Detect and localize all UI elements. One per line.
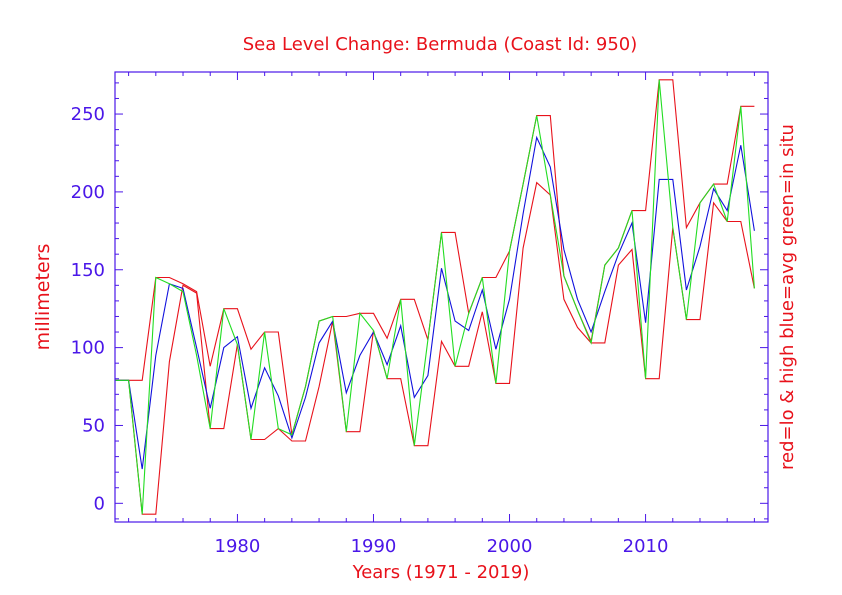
legend-label: red=lo & high blue=avg green=in situ	[777, 124, 798, 470]
y-tick-label: 250	[71, 104, 105, 125]
x-tick-label: 2010	[623, 536, 669, 557]
series-line-average	[115, 135, 755, 470]
series-line-high	[115, 79, 755, 435]
tick-layer: 1980 1990 2000 2010 0 50 100 150 200 250	[71, 72, 768, 557]
series-layer	[115, 79, 755, 515]
y-tick-label: 50	[82, 415, 105, 436]
x-tick-label: 2000	[487, 536, 533, 557]
x-axis-label: Years (1971 - 2019)	[352, 562, 530, 583]
y-axis-label: millimeters	[32, 244, 54, 351]
series-line-low	[115, 181, 755, 515]
y-tick-label: 100	[71, 338, 105, 359]
x-tick-label: 1990	[351, 536, 397, 557]
y-tick-label: 200	[71, 182, 105, 203]
chart-title: Sea Level Change: Bermuda (Coast Id: 950…	[243, 34, 638, 55]
y-tick-label: 150	[71, 260, 105, 281]
x-tick-label: 1980	[215, 536, 261, 557]
y-tick-label: 0	[94, 493, 105, 514]
series-line-in-situ	[115, 79, 755, 515]
plot-frame	[114, 71, 769, 523]
